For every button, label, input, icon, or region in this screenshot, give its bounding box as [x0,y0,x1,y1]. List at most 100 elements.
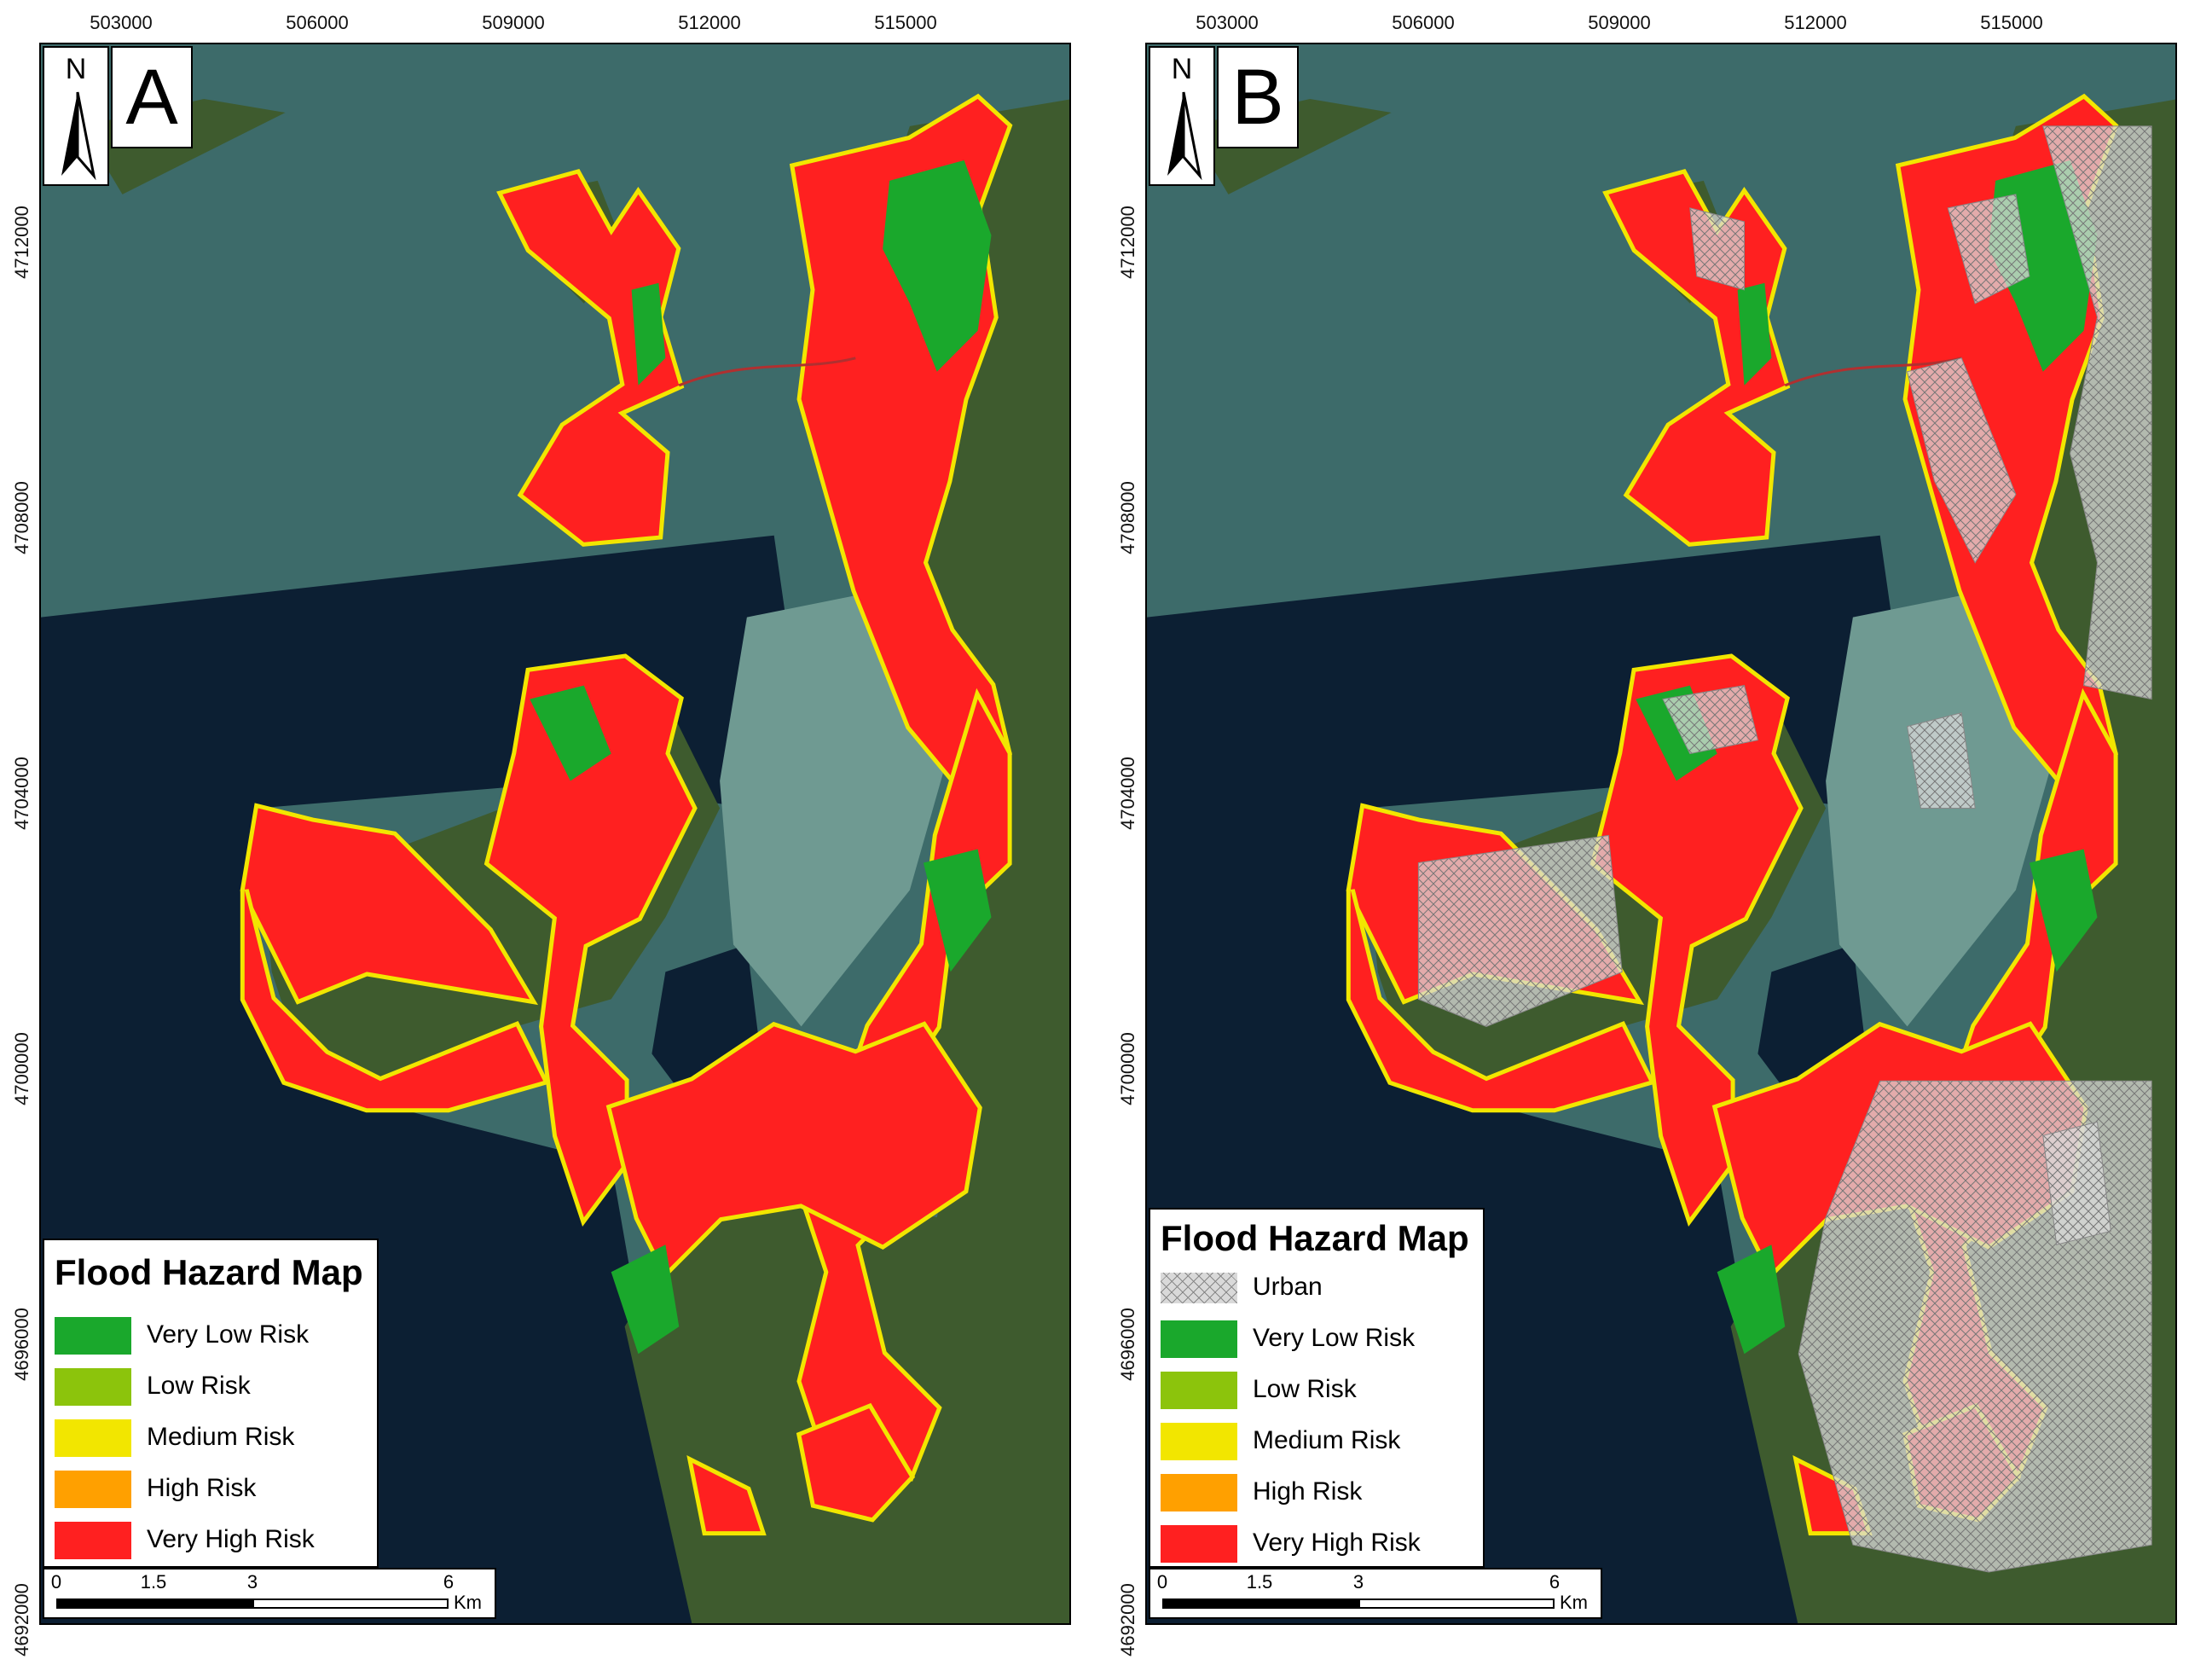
scale-bar-dark-segment [1162,1598,1358,1609]
legend-item: Medium Risk [55,1419,362,1459]
x-tick-label: 512000 [678,12,741,33]
legend-swatch [1161,1423,1237,1460]
legend-label: Urban [1253,1273,1323,1301]
legend-title: Flood Hazard Map [1161,1218,1469,1258]
legend-swatch [1161,1525,1237,1563]
hazard-zone-very-low [631,282,666,386]
x-tick-label: 515000 [1980,12,2043,33]
hazard-zone-very-high [489,658,693,1218]
x-tick-label: 509000 [482,12,545,33]
map-panel-b: 503000 506000 509000 512000 515000 4712000 47… [1106,0,2212,1661]
y-tick-label: 4712000 [11,206,32,279]
legend-label: Medium Risk [1253,1426,1401,1454]
x-tick-label: 506000 [1392,12,1455,33]
scale-tick-label: 3 [246,1571,258,1593]
legend-label: Medium Risk [147,1423,295,1451]
legend-swatch [55,1522,131,1559]
panel-label: B [1217,46,1299,148]
legend-swatch [1161,1320,1237,1358]
urban-area [2042,1121,2111,1245]
causeway [678,357,856,387]
hazard-zone-very-high [244,890,544,1109]
legend-label: Low Risk [1253,1375,1357,1403]
scale-unit: Km [1560,1592,1588,1613]
y-tick-label: 4692000 [1117,1583,1138,1656]
north-label: N [65,53,87,85]
legend-item: Low Risk [55,1368,362,1407]
scale-tick-label: 6 [1549,1571,1561,1593]
y-tick-label: 4692000 [11,1583,32,1656]
legend-label: Very High Risk [147,1525,315,1553]
scale-bar: 0 1.5 3 6 Km [43,1568,496,1619]
north-arrow-icon [61,91,96,181]
legend-swatch [55,1419,131,1457]
hazard-zone-very-low [2029,849,2098,972]
hazard-zone-very-low [611,1245,680,1355]
panel-label: A [111,46,193,148]
urban-area [1906,357,2017,564]
y-tick-label: 4700000 [11,1032,32,1105]
hazard-zone-very-low [883,160,992,372]
hazard-zone-very-low [923,849,992,972]
causeway [1784,357,1962,387]
y-tick-label: 4696000 [11,1308,32,1381]
land [624,99,1069,1623]
legend-label: Very High Risk [1253,1529,1421,1557]
legend-title: Flood Hazard Map [55,1252,363,1292]
north-arrow-icon [1167,91,1202,181]
north-arrow: N [1149,46,1215,186]
legend-label: Very Low Risk [147,1320,310,1349]
legend-item: Low Risk [1161,1372,1468,1411]
x-tick-label: 503000 [90,12,153,33]
scale-bar-light-segment [252,1598,449,1609]
hazard-zone-very-high [1350,890,1650,1109]
y-tick-label: 4696000 [1117,1308,1138,1381]
urban-area [1907,711,1976,809]
scale-tick-label: 1.5 [140,1571,167,1593]
legend-item: Very Low Risk [1161,1320,1468,1360]
legend-item: Medium Risk [1161,1423,1468,1462]
hazard-zone-very-high [611,1026,978,1273]
legend-item: Very High Risk [1161,1525,1468,1564]
hazard-zone-very-low [530,685,611,781]
x-tick-label: 512000 [1784,12,1847,33]
hazard-zone-very-high [801,1408,910,1518]
legend-item: High Risk [1161,1474,1468,1513]
scale-tick-label: 0 [1156,1571,1168,1593]
hazard-zone-very-low [1717,1245,1786,1355]
x-tick-label: 506000 [286,12,349,33]
y-tick-label: 4708000 [1117,481,1138,554]
legend-swatch [1161,1372,1237,1409]
legend-swatch [55,1471,131,1508]
legend-label: High Risk [147,1474,257,1502]
urban-area [2042,125,2152,700]
x-tick-label: 503000 [1196,12,1259,33]
y-tick-label: 4704000 [1117,757,1138,830]
urban-area [1689,207,1745,291]
y-tick-label: 4700000 [1117,1032,1138,1105]
y-tick-label: 4704000 [11,757,32,830]
scale-bar-dark-segment [56,1598,252,1609]
scale-tick-label: 6 [443,1571,455,1593]
legend-swatch [55,1368,131,1406]
legend-label: Low Risk [147,1372,251,1400]
legend: Flood Hazard Map Urban Very Low Risk Low R… [1149,1208,1485,1568]
x-tick-label: 509000 [1588,12,1651,33]
legend-swatch [1161,1474,1237,1511]
hazard-zone-very-low [1737,282,1772,386]
scale-tick-label: 0 [50,1571,62,1593]
y-tick-label: 4708000 [11,481,32,554]
hazard-zone-very-high [502,173,680,542]
north-label: N [1171,53,1193,85]
scale-bar: 0 1.5 3 6 Km [1149,1568,1602,1619]
legend-item-urban: Urban [1161,1269,1468,1308]
legend: Flood Hazard Map Very Low Risk Low Risk Me… [43,1239,379,1568]
map-panel-a: 503000 506000 509000 512000 515000 4712000 47… [0,0,1106,1661]
urban-area [1417,834,1623,1027]
hazard-zone-very-high [1595,658,1799,1218]
north-arrow: N [43,46,109,186]
legend-item: Very Low Risk [55,1317,362,1356]
legend-item: Very High Risk [55,1522,362,1561]
urban-area [1947,194,2030,305]
scale-bar-light-segment [1358,1598,1555,1609]
